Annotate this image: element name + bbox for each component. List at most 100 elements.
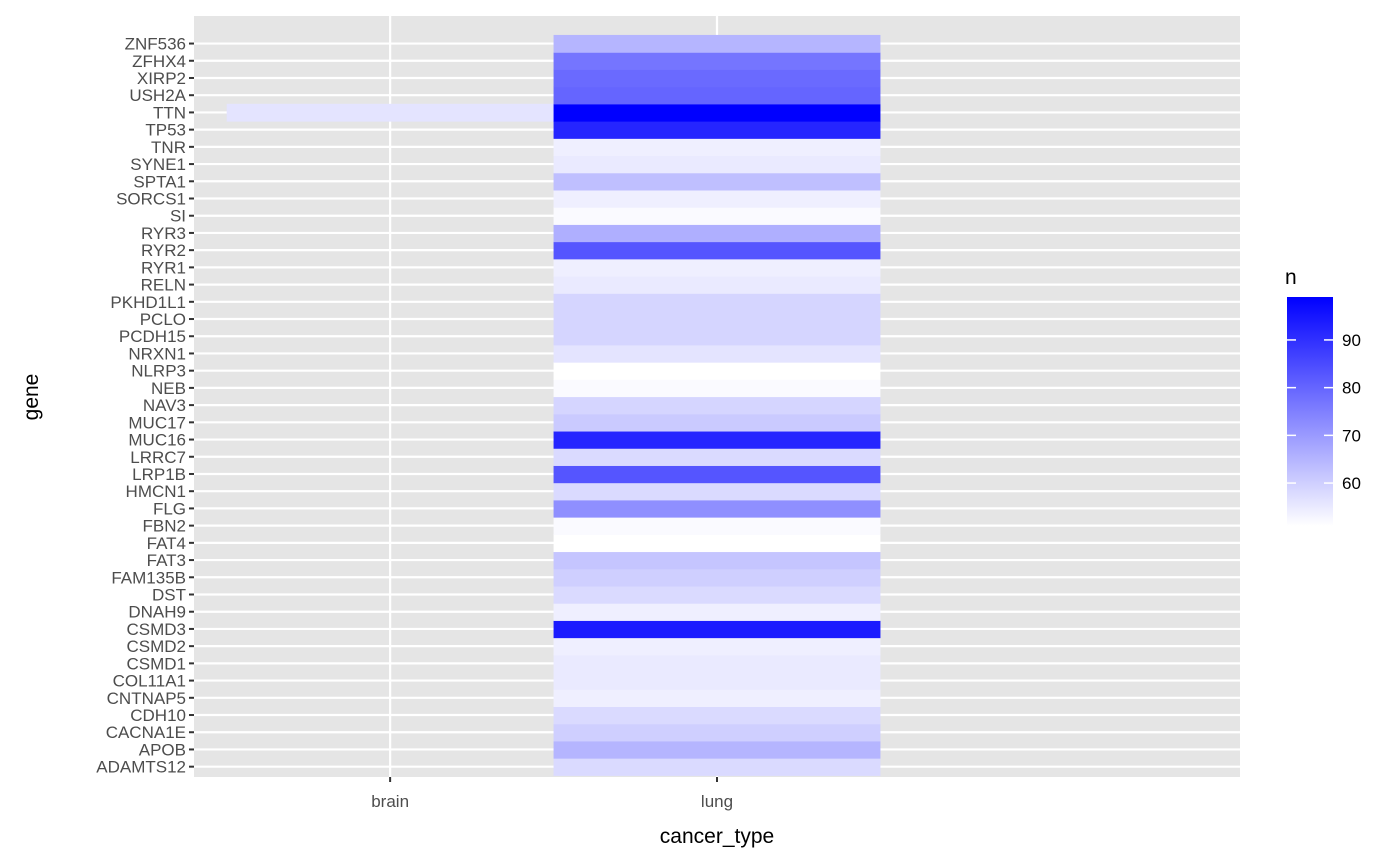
tile-lung-RYR1 <box>553 258 881 277</box>
y-tick-label-PKHD1L1: PKHD1L1 <box>110 293 186 312</box>
y-tick-label-ADAMTS12: ADAMTS12 <box>96 758 186 777</box>
tile-lung-SPTA1 <box>553 172 881 191</box>
tile-lung-USH2A <box>553 86 881 105</box>
y-tick-label-ZNF536: ZNF536 <box>125 35 186 54</box>
y-tick-label-PCLO: PCLO <box>140 310 186 329</box>
tile-brain-TTN <box>226 103 554 122</box>
legend-label-70: 70 <box>1342 426 1361 445</box>
x-tick-label-brain: brain <box>371 792 409 811</box>
y-axis: ADAMTS12APOBCACNA1ECDH10CNTNAP5COL11A1CS… <box>96 35 194 777</box>
y-tick-label-RYR3: RYR3 <box>141 224 186 243</box>
y-tick-label-NAV3: NAV3 <box>143 396 186 415</box>
y-tick-label-CSMD2: CSMD2 <box>126 637 186 656</box>
tile-lung-SORCS1 <box>553 189 881 208</box>
tile-lung-ADAMTS12 <box>553 758 881 776</box>
y-tick-label-APOB: APOB <box>139 740 186 759</box>
tile-lung-APOB <box>553 740 881 759</box>
y-tick-label-SPTA1: SPTA1 <box>133 172 186 191</box>
tile-lung-ZNF536 <box>553 34 881 53</box>
y-axis-title: gene <box>20 374 43 421</box>
y-tick-label-ZFHX4: ZFHX4 <box>132 52 186 71</box>
tile-lung-PKHD1L1 <box>553 293 881 312</box>
y-tick-label-DNAH9: DNAH9 <box>128 603 186 622</box>
y-tick-label-SORCS1: SORCS1 <box>116 190 186 209</box>
y-tick-label-SI: SI <box>170 207 186 226</box>
y-tick-label-RELN: RELN <box>141 276 186 295</box>
tile-lung-SI <box>553 207 881 225</box>
y-tick-label-SYNE1: SYNE1 <box>130 155 186 174</box>
y-tick-label-FBN2: FBN2 <box>143 517 186 536</box>
tile-lung-RYR3 <box>553 224 881 243</box>
tile-lung-HMCN1 <box>553 482 881 501</box>
tile-lung-FAT3 <box>553 551 881 570</box>
legend-label-60: 60 <box>1342 474 1361 493</box>
tile-lung-FAT4 <box>553 534 881 553</box>
tile-lung-MUC16 <box>553 430 881 449</box>
y-tick-label-NRXN1: NRXN1 <box>128 344 186 363</box>
tile-lung-LRP1B <box>553 465 881 484</box>
legend-colorbar <box>1287 297 1333 526</box>
y-tick-label-PCDH15: PCDH15 <box>119 327 186 346</box>
tile-lung-LRRC7 <box>553 448 881 466</box>
color-legend: n 60 70 80 90 <box>1285 266 1361 526</box>
y-tick-label-RYR2: RYR2 <box>141 241 186 260</box>
y-tick-label-XIRP2: XIRP2 <box>137 69 186 88</box>
y-tick-label-MUC16: MUC16 <box>128 431 186 450</box>
tile-lung-CACNA1E <box>553 723 881 742</box>
legend-label-90: 90 <box>1342 331 1361 350</box>
tile-lung-TNR <box>553 138 881 157</box>
tile-lung-CSMD2 <box>553 637 881 656</box>
tile-lung-NAV3 <box>553 396 881 415</box>
y-tick-label-DST: DST <box>152 585 186 604</box>
y-tick-label-USH2A: USH2A <box>129 86 186 105</box>
y-tick-label-RYR1: RYR1 <box>141 258 186 277</box>
y-tick-label-CNTNAP5: CNTNAP5 <box>107 689 186 708</box>
tile-lung-DNAH9 <box>553 603 881 621</box>
tile-lung-RELN <box>553 275 881 294</box>
tile-lung-XIRP2 <box>553 69 881 88</box>
y-tick-label-CSMD3: CSMD3 <box>126 620 186 639</box>
tile-lung-DST <box>553 585 881 604</box>
tile-lung-CSMD3 <box>553 620 881 639</box>
y-tick-label-CACNA1E: CACNA1E <box>106 723 186 742</box>
tile-lung-PCLO <box>553 310 881 329</box>
heatmap-tiles <box>226 34 881 776</box>
y-tick-label-LRRC7: LRRC7 <box>130 448 186 467</box>
tile-lung-NRXN1 <box>553 344 881 363</box>
tile-lung-MUC17 <box>553 413 881 432</box>
y-tick-label-LRP1B: LRP1B <box>132 465 186 484</box>
tile-lung-ZFHX4 <box>553 52 881 70</box>
y-tick-label-NLRP3: NLRP3 <box>131 362 186 381</box>
y-tick-label-COL11A1: COL11A1 <box>113 672 186 691</box>
y-tick-label-FAT4: FAT4 <box>147 534 186 553</box>
y-tick-label-TNR: TNR <box>151 138 186 157</box>
y-tick-label-MUC17: MUC17 <box>128 413 186 432</box>
tile-lung-COL11A1 <box>553 671 881 690</box>
tile-lung-CNTNAP5 <box>553 689 881 708</box>
y-tick-label-FAM135B: FAM135B <box>111 568 186 587</box>
tile-lung-SYNE1 <box>553 155 881 174</box>
tile-lung-FBN2 <box>553 517 881 535</box>
y-tick-label-TP53: TP53 <box>145 121 186 140</box>
tile-lung-FAM135B <box>553 568 881 587</box>
tile-lung-FLG <box>553 499 881 518</box>
x-axis-title: cancer_type <box>660 825 774 848</box>
y-tick-label-FAT3: FAT3 <box>147 551 186 570</box>
y-tick-label-TTN: TTN <box>153 103 186 122</box>
y-tick-label-CSMD1: CSMD1 <box>126 654 186 673</box>
tile-lung-CDH10 <box>553 706 881 725</box>
y-tick-label-HMCN1: HMCN1 <box>126 482 186 501</box>
tile-lung-TTN <box>553 103 881 122</box>
y-tick-label-CDH10: CDH10 <box>130 706 186 725</box>
x-axis: brain lung <box>371 777 733 811</box>
y-tick-label-NEB: NEB <box>151 379 186 398</box>
tile-lung-NEB <box>553 379 881 398</box>
tile-lung-NLRP3 <box>553 362 881 380</box>
y-tick-label-FLG: FLG <box>153 499 186 518</box>
tile-lung-TP53 <box>553 121 881 139</box>
legend-label-80: 80 <box>1342 379 1361 398</box>
tile-lung-PCDH15 <box>553 327 881 346</box>
legend-title: n <box>1285 266 1297 289</box>
tile-lung-CSMD1 <box>553 654 881 673</box>
